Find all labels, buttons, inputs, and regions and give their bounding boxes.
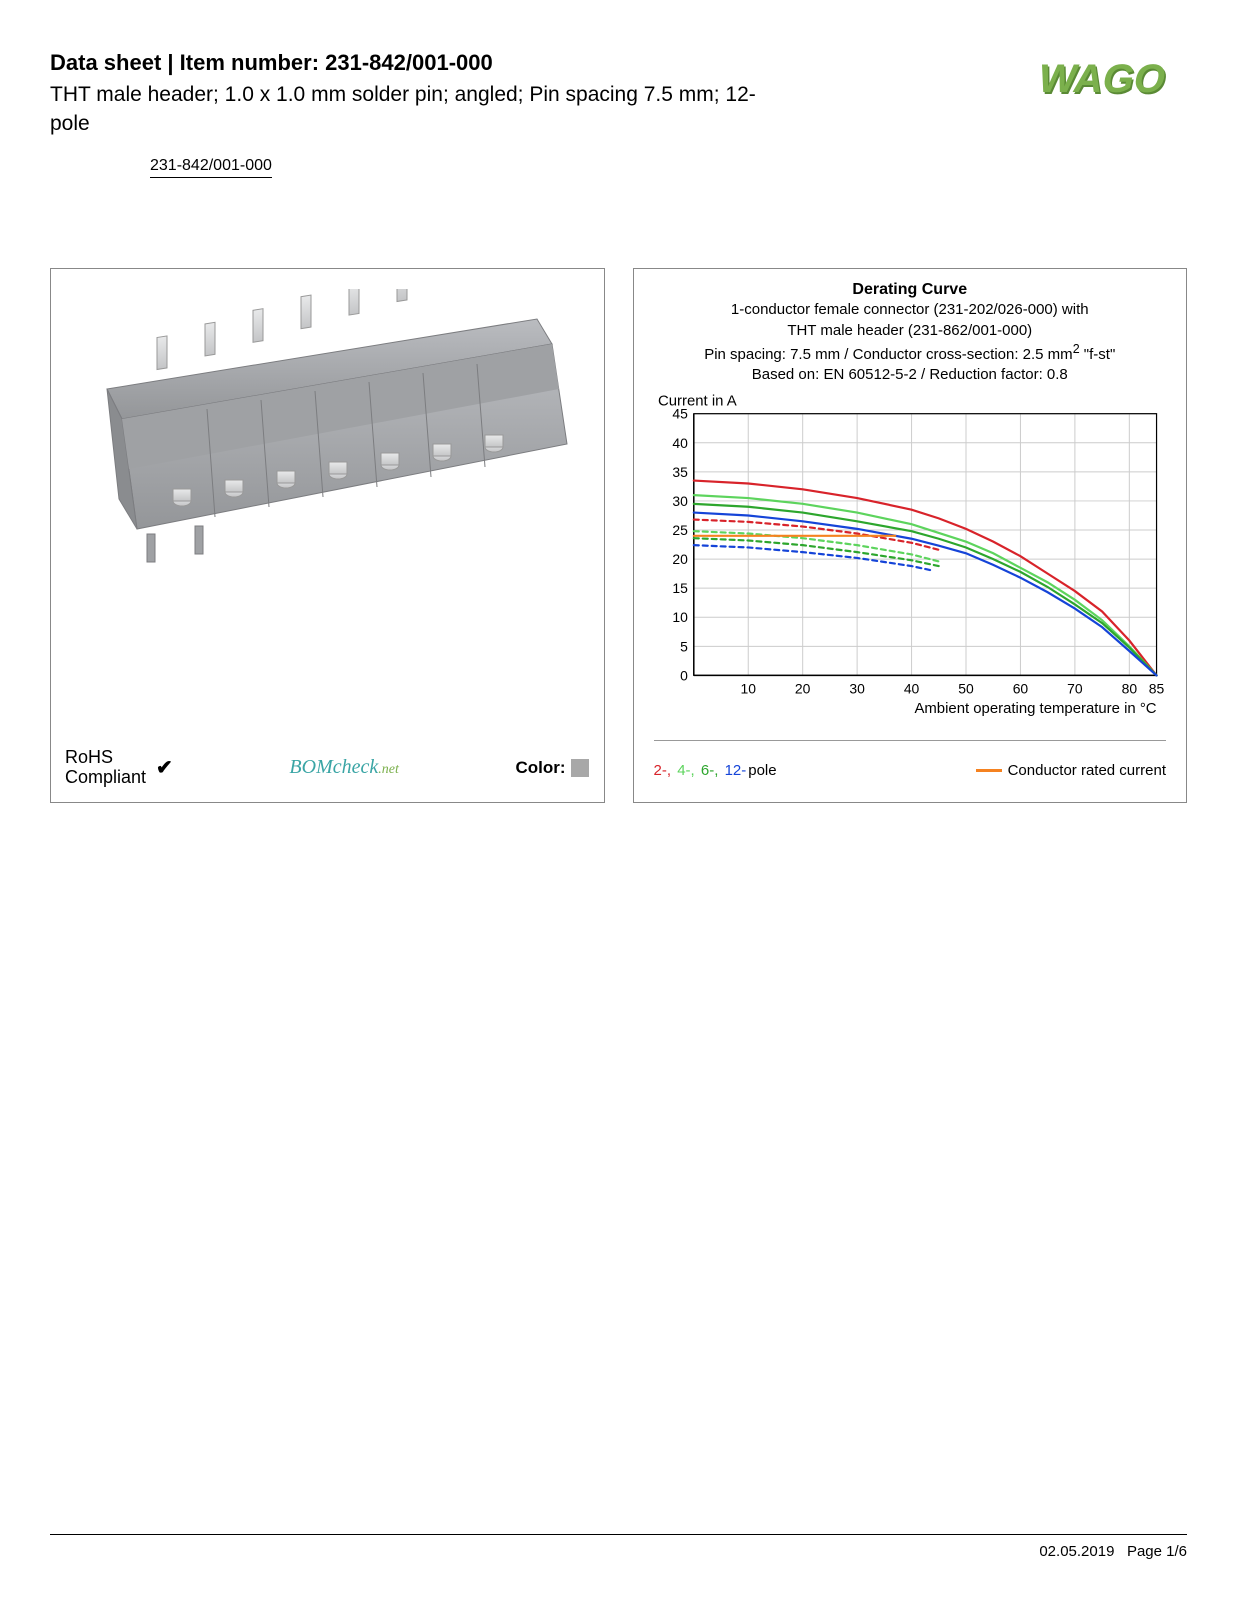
title-item-number: 231-842/001-000	[325, 50, 493, 75]
chart-header: Derating Curve 1-conductor female connec…	[634, 269, 1187, 390]
legend-pole-suffix: pole	[748, 762, 776, 779]
product-panel: RoHS Compliant ✔ BOMcheck.net Color:	[50, 268, 605, 803]
chart-sub2: THT male header (231-862/001-000)	[644, 321, 1177, 341]
legend-pole-item: 4-,	[677, 762, 699, 779]
svg-text:25: 25	[672, 522, 688, 538]
product-image	[61, 279, 594, 659]
svg-text:60: 60	[1012, 680, 1028, 696]
svg-text:70: 70	[1067, 680, 1083, 696]
chart-area: Current in A 0 5 10 15 20 25 30 35 40 45 10 20 30 40 50…	[654, 389, 1167, 724]
title-label: Item number:	[180, 50, 325, 75]
wago-logo: WAGO WAGO	[1017, 50, 1187, 110]
svg-text:40: 40	[672, 435, 688, 451]
svg-text:15: 15	[672, 580, 688, 596]
legend-rated-label: Conductor rated current	[1008, 762, 1166, 779]
page-footer: 02.05.2019 Page 1/6	[50, 1534, 1187, 1560]
legend-rated-swatch	[976, 769, 1002, 772]
bomcheck-suffix: .net	[378, 762, 399, 777]
title-sep: |	[161, 50, 179, 75]
chart-panel: Derating Curve 1-conductor female connec…	[633, 268, 1188, 803]
legend-pole-item: 12-	[725, 762, 747, 779]
legend-pole-item: 2-,	[654, 762, 676, 779]
color-swatch	[571, 759, 589, 777]
chart-sub3b: "f-st"	[1080, 346, 1116, 363]
svg-text:10: 10	[740, 680, 756, 696]
svg-text:30: 30	[672, 493, 688, 509]
svg-text:40: 40	[903, 680, 919, 696]
rohs-block: RoHS Compliant ✔	[65, 748, 173, 788]
header-text-block: Data sheet | Item number: 231-842/001-00…	[50, 50, 1017, 139]
connector-illustration	[67, 289, 587, 649]
svg-text:30: 30	[849, 680, 865, 696]
title-prefix: Data sheet	[50, 50, 161, 75]
legend-rated: Conductor rated current	[976, 762, 1166, 779]
rohs-text: RoHS Compliant	[65, 748, 146, 788]
chart-sub3a: Pin spacing: 7.5 mm / Conductor cross-se…	[704, 346, 1072, 363]
legend-pole-item: 6-,	[701, 762, 723, 779]
chart-sub4: Based on: EN 60512-5-2 / Reduction facto…	[644, 365, 1177, 385]
check-icon: ✔	[156, 755, 173, 780]
wago-logo-svg: WAGO WAGO	[1017, 50, 1187, 110]
bomcheck-logo: BOMcheck.net	[289, 756, 398, 779]
svg-text:0: 0	[680, 667, 688, 683]
subtitle: THT male header; 1.0 x 1.0 mm solder pin…	[50, 80, 770, 139]
footer-date: 02.05.2019	[1039, 1543, 1114, 1560]
svg-text:85: 85	[1148, 680, 1164, 696]
chart-sub1: 1-conductor female connector (231-202/02…	[644, 300, 1177, 320]
svg-text:35: 35	[672, 464, 688, 480]
svg-text:Ambient operating temperature: Ambient operating temperature in °C	[914, 700, 1156, 717]
chart-sub3-sup: 2	[1073, 342, 1080, 356]
page-header: Data sheet | Item number: 231-842/001-00…	[50, 50, 1187, 139]
panels-row: RoHS Compliant ✔ BOMcheck.net Color: Der…	[50, 268, 1187, 803]
chart-sub3: Pin spacing: 7.5 mm / Conductor cross-se…	[644, 341, 1177, 365]
svg-text:20: 20	[672, 551, 688, 567]
bomcheck-main: BOMcheck	[289, 756, 378, 778]
svg-text:20: 20	[794, 680, 810, 696]
rohs-line2: Compliant	[65, 768, 146, 788]
chart-title: Derating Curve	[644, 279, 1177, 301]
svg-text:5: 5	[680, 638, 688, 654]
color-label: Color:	[515, 758, 565, 778]
derating-chart: Current in A 0 5 10 15 20 25 30 35 40 45 10 20 30 40 50…	[654, 389, 1167, 724]
footer-page: Page 1/6	[1127, 1543, 1187, 1560]
chart-legend: 2-, 4-, 6-, 12-pole Conductor rated curr…	[654, 740, 1167, 790]
svg-text:Current in A: Current in A	[657, 393, 736, 410]
svg-text:80: 80	[1121, 680, 1137, 696]
rohs-line1: RoHS	[65, 748, 146, 768]
legend-poles: 2-, 4-, 6-, 12-pole	[654, 762, 779, 779]
item-number-link[interactable]: 231-842/001-000	[150, 157, 272, 178]
product-bottom-row: RoHS Compliant ✔ BOMcheck.net Color:	[65, 748, 590, 788]
svg-text:45: 45	[672, 405, 688, 421]
svg-text:50: 50	[958, 680, 974, 696]
color-block: Color:	[515, 758, 589, 778]
svg-text:WAGO: WAGO	[1034, 55, 1170, 100]
title-line: Data sheet | Item number: 231-842/001-00…	[50, 50, 1017, 76]
svg-text:10: 10	[672, 609, 688, 625]
